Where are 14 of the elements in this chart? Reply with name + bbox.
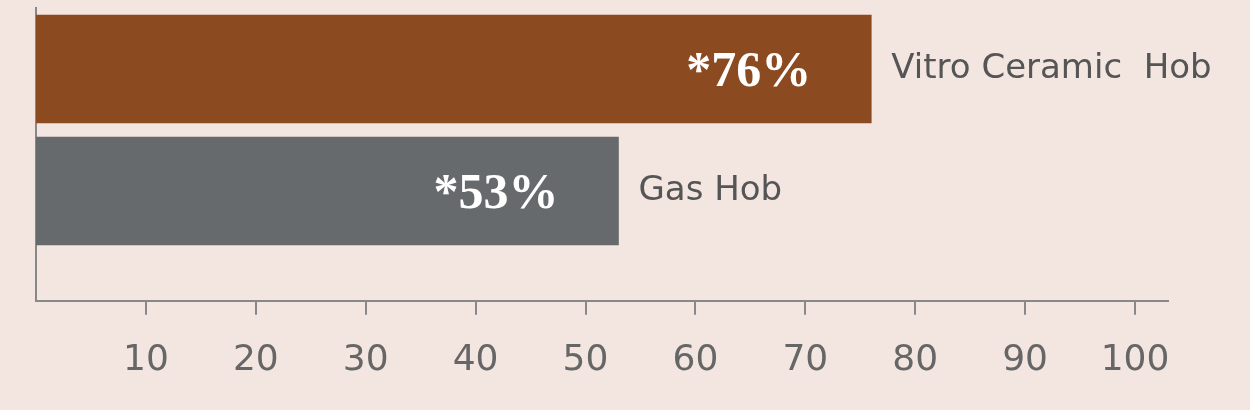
x-tick-label: 100 bbox=[1100, 336, 1170, 378]
x-tick-label: 60 bbox=[672, 336, 719, 378]
x-tick-label: 80 bbox=[892, 336, 939, 378]
y-tick-label: Vitro Ceramic Hob bbox=[891, 45, 1212, 86]
x-tick-label: 50 bbox=[562, 336, 609, 378]
x-tick-label: 90 bbox=[1002, 336, 1049, 378]
x-tick-label: 40 bbox=[452, 336, 499, 378]
x-tick-label: 10 bbox=[123, 336, 169, 378]
x-tick-label: 20 bbox=[232, 336, 279, 378]
y-tick-label: Gas Hob bbox=[638, 167, 783, 208]
x-tick-label: 70 bbox=[782, 336, 829, 378]
data-label: *76% bbox=[686, 40, 812, 97]
data-label: *53% bbox=[433, 162, 559, 219]
x-tick-label: 30 bbox=[342, 336, 389, 378]
